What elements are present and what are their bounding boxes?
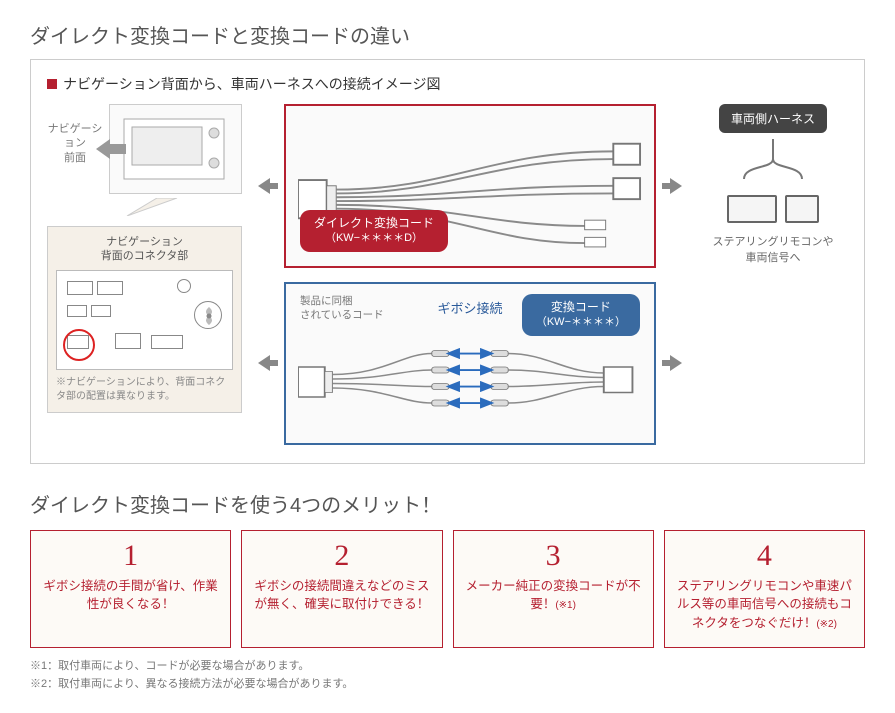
direct-badge-line2: （KW−＊＊＊＊D） [314, 231, 434, 245]
merit-number: 4 [673, 541, 856, 571]
merit-number: 1 [39, 541, 222, 571]
arrow-left-sm-icon [258, 176, 278, 196]
merit-text: ステアリングリモコンや車速パルス等の車両信号への接続もコネクタをつなぐだけ！(※… [673, 577, 856, 633]
conversion-cable-illustration [298, 340, 642, 430]
conversion-code-badge: 変換コード （KW−＊＊＊＊） [522, 294, 640, 336]
harness-sub-label: ステアリングリモコンや 車両信号へ [713, 233, 834, 265]
conv-badge-line2: （KW−＊＊＊＊） [536, 315, 626, 329]
arrow-left-icon [96, 137, 126, 161]
direct-code-badge: ダイレクト変換コード （KW−＊＊＊＊D） [300, 210, 448, 252]
direct-cable-box: ダイレクト変換コード （KW−＊＊＊＊D） [284, 104, 656, 268]
bullet-icon [47, 79, 57, 89]
conversion-cable-box: 製品に同梱 されているコード ギボシ接続 変換コード （KW−＊＊＊＊） [284, 282, 656, 445]
merits-row: 1 ギボシ接続の手間が省け、作業性が良くなる！ 2 ギボシの接続間違えなどのミス… [30, 530, 865, 648]
vehicle-harness-col: 車両側ハーネス ステアリングリモコンや 車両信号へ [698, 104, 848, 445]
merit-card: 3 メーカー純正の変換コードが不要！(※1) [453, 530, 654, 648]
merit-card: 4 ステアリングリモコンや車速パルス等の車両信号への接続もコネクタをつなぐだけ！… [664, 530, 865, 648]
nav-unit-illustration [109, 104, 242, 194]
direct-badge-line1: ダイレクト変換コード [314, 216, 434, 232]
connector-panel-title: ナビゲーション 背面のコネクタ部 [56, 235, 233, 264]
conv-badge-line1: 変換コード [536, 300, 626, 316]
harness-cable-icon [728, 139, 818, 189]
included-cable-label: 製品に同梱 されているコード [300, 294, 384, 323]
callout-tail-icon [47, 198, 242, 216]
arrow-left-sm-icon [258, 353, 278, 373]
plug-icon [785, 195, 819, 223]
connector-panel-illustration [56, 270, 233, 370]
merit-number: 2 [250, 541, 433, 571]
footnote-line: ※1：取付車両により、コードが必要な場合があります。 [30, 658, 865, 676]
merit-card: 2 ギボシの接続間違えなどのミスが無く、確実に取付けできる！ [241, 530, 442, 648]
footnotes: ※1：取付車両により、コードが必要な場合があります。 ※2：取付車両により、異な… [30, 658, 865, 693]
connector-panel-note: ※ナビゲーションにより、背面コネクタ部の配置は異なります。 [56, 376, 233, 404]
arrow-right-sm-icon [662, 353, 682, 373]
arrow-right-sm-icon [662, 176, 682, 196]
connector-panel: ナビゲーション 背面のコネクタ部 [47, 226, 242, 413]
diagram-container: ナビゲーション背面から、車両ハーネスへの接続イメージ図 ナビゲーション 前面 [30, 59, 865, 464]
vehicle-harness-badge: 車両側ハーネス [719, 104, 827, 133]
merit-text: メーカー純正の変換コードが不要！(※1) [462, 577, 645, 615]
merit-number: 3 [462, 541, 645, 571]
footnote-line: ※2：取付車両により、異なる接続方法が必要な場合があります。 [30, 676, 865, 694]
section-title: ダイレクト変換コードと変換コードの違い [30, 20, 865, 49]
merit-text: ギボシの接続間違えなどのミスが無く、確実に取付けできる！ [250, 577, 433, 615]
merit-text: ギボシ接続の手間が省け、作業性が良くなる！ [39, 577, 222, 615]
merits-title: ダイレクト変換コードを使う4つのメリット！ [30, 489, 865, 518]
highlight-circle-icon [63, 329, 95, 361]
nav-front-label: ナビゲーション 前面 [47, 104, 103, 165]
subheading-text: ナビゲーション背面から、車両ハーネスへの接続イメージ図 [63, 74, 440, 94]
plug-icon [727, 195, 777, 223]
giboshi-label: ギボシ接続 [437, 298, 502, 317]
diagram-subheading: ナビゲーション背面から、車両ハーネスへの接続イメージ図 [47, 74, 848, 94]
fan-icon [194, 301, 222, 329]
merit-card: 1 ギボシ接続の手間が省け、作業性が良くなる！ [30, 530, 231, 648]
